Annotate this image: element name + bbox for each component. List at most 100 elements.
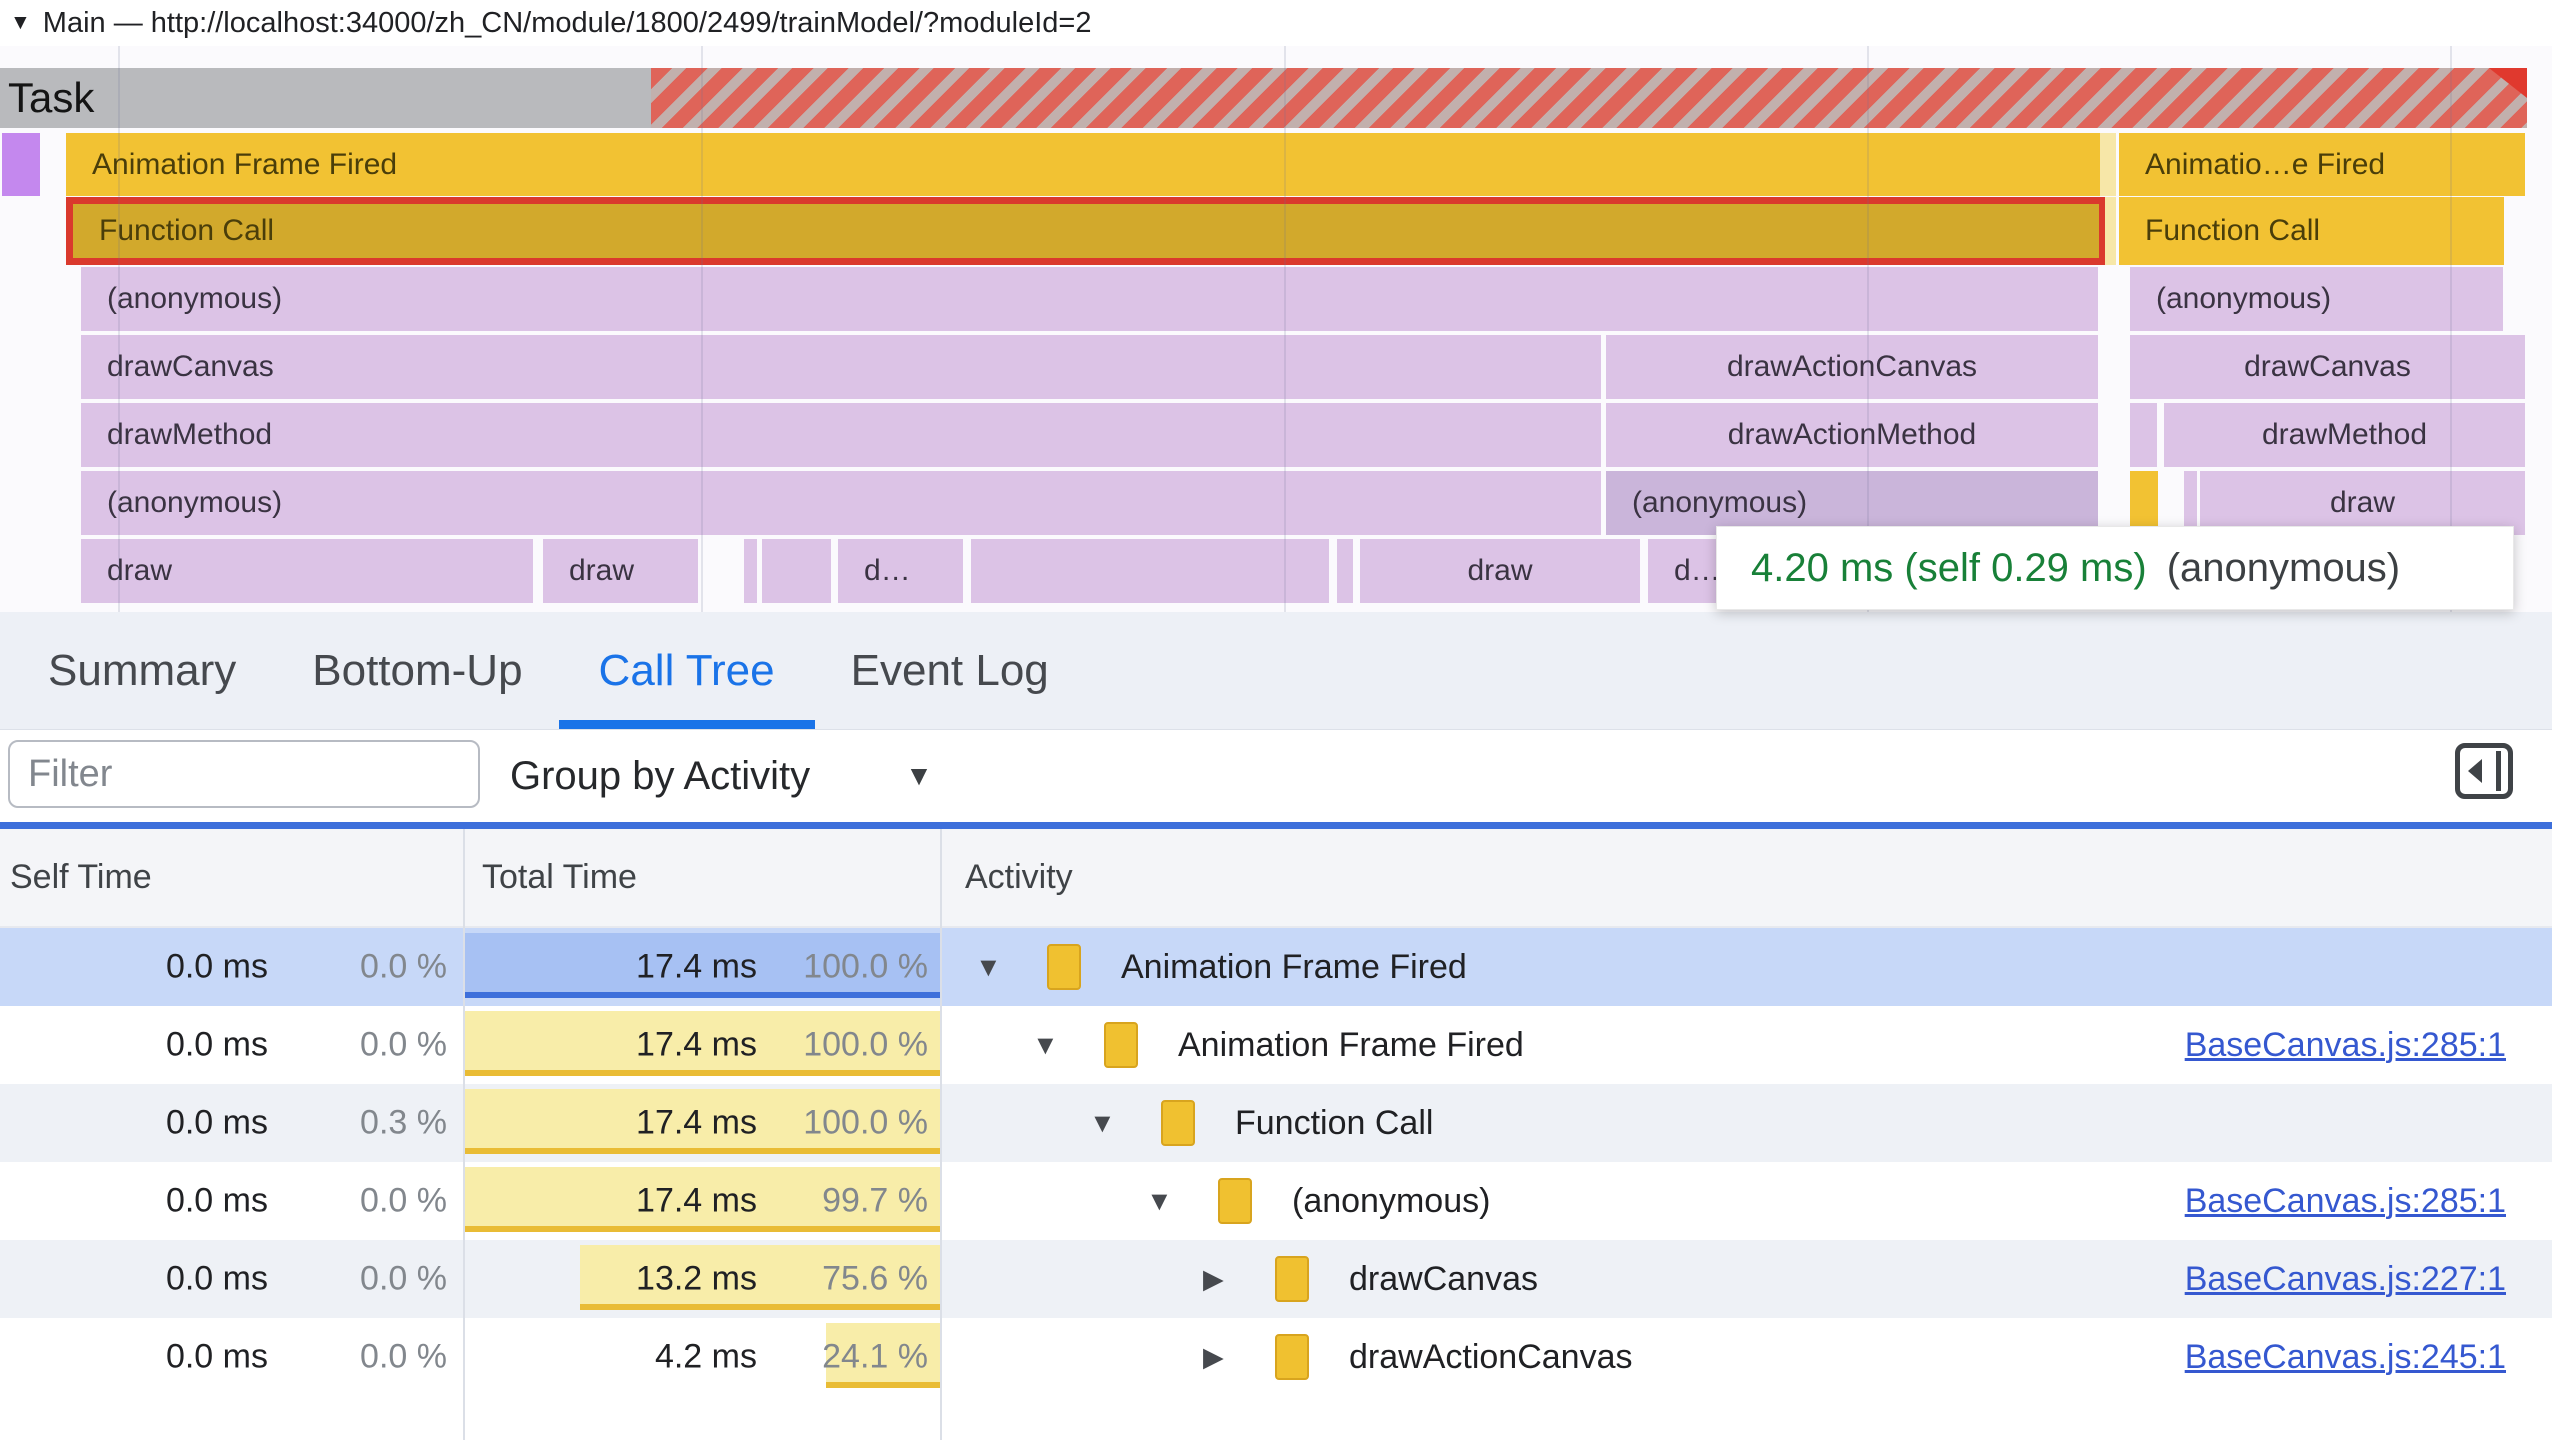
total-time-ms: 17.4 ms [636, 1026, 757, 1065]
time-grid-line [701, 46, 703, 612]
total-time-ms: 17.4 ms [636, 948, 757, 987]
calltree-row[interactable]: 0.0 ms0.0 %17.4 ms100.0 %▼Animation Fram… [0, 1006, 2552, 1084]
self-time-cell: 0.0 ms0.0 % [0, 1162, 464, 1240]
thread-title: Main — http://localhost:34000/zh_CN/modu… [43, 7, 1092, 40]
self-time-ms: 0.0 ms [166, 1260, 268, 1299]
flame-bar[interactable]: draw [543, 539, 698, 603]
flame-bar[interactable]: d… [838, 539, 963, 603]
self-time-pct: 0.0 % [360, 1026, 447, 1065]
flame-bar[interactable]: draw [81, 539, 533, 603]
self-time-ms: 0.0 ms [166, 1104, 268, 1143]
activity-name: Function Call [1235, 1104, 1433, 1143]
source-link[interactable]: BaseCanvas.js:227:1 [2185, 1260, 2506, 1299]
flame-bar[interactable]: drawActionCanvas [1606, 335, 2098, 399]
flame-bar[interactable]: Animation Frame Fired [66, 133, 2106, 196]
tab-event-log[interactable]: Event Log [819, 612, 1081, 729]
flame-chart[interactable]: Task Animation Frame FiredAnimatio…e Fir… [0, 46, 2552, 612]
flame-bar[interactable]: drawActionMethod [1606, 403, 2098, 467]
flame-bar[interactable]: drawMethod [2164, 403, 2525, 467]
activity-color-swatch [1275, 1256, 1309, 1302]
tab-summary[interactable]: Summary [16, 612, 268, 729]
flame-tooltip: 4.20 ms (self 0.29 ms) (anonymous) [1716, 526, 2514, 610]
tab-bottom-up[interactable]: Bottom-Up [280, 612, 554, 729]
flame-bar[interactable] [2100, 133, 2116, 196]
total-time-pct: 75.6 % [822, 1260, 928, 1299]
self-time-ms: 0.0 ms [166, 1026, 268, 1065]
column-divider[interactable] [940, 829, 942, 1440]
self-time-ms: 0.0 ms [166, 1338, 268, 1377]
flame-bar[interactable]: (anonymous) [81, 267, 2098, 331]
calltree-row[interactable]: 0.0 ms0.0 %4.2 ms24.1 %▶drawActionCanvas… [0, 1318, 2552, 1396]
disclosure-triangle-icon[interactable]: ▼ [10, 11, 31, 35]
flame-bar[interactable]: (anonymous) [2130, 267, 2503, 331]
grid-header: Self Time Total Time Activity [0, 829, 2552, 928]
group-by-dropdown[interactable]: Group by Activity ▼ [510, 730, 933, 822]
total-time-pct: 100.0 % [803, 1104, 928, 1143]
expander-icon[interactable]: ▼ [1146, 1186, 1218, 1217]
activity-name: drawCanvas [1349, 1260, 1538, 1299]
flame-bar[interactable]: (anonymous) [81, 471, 1601, 535]
activity-color-swatch [1104, 1022, 1138, 1068]
activity-name: Animation Frame Fired [1178, 1026, 1524, 1065]
total-time-pct: 99.7 % [822, 1182, 928, 1221]
long-task-marker-icon [2489, 68, 2527, 98]
self-time-cell: 0.0 ms0.0 % [0, 928, 464, 1006]
tab-call-tree[interactable]: Call Tree [567, 612, 807, 729]
flame-bar[interactable]: Function Call [66, 197, 2106, 265]
self-time-ms: 0.0 ms [166, 948, 268, 987]
expander-icon[interactable]: ▼ [1089, 1108, 1161, 1139]
flame-bar[interactable] [2130, 403, 2157, 467]
show-sidebar-button[interactable] [2455, 743, 2513, 799]
expander-icon[interactable]: ▼ [975, 952, 1047, 983]
group-by-label: Group by Activity [510, 754, 810, 799]
total-time-ms: 17.4 ms [636, 1104, 757, 1143]
total-time-cell: 13.2 ms 75.6 % [464, 1240, 941, 1318]
flame-bar[interactable] [2105, 197, 2116, 265]
self-time-pct: 0.0 % [360, 1182, 447, 1221]
activity-cell: ▼ Function Call [941, 1084, 2552, 1162]
self-time-cell: 0.0 ms 0.0 % [0, 1006, 464, 1084]
flame-bar[interactable] [744, 539, 757, 603]
column-divider[interactable] [463, 829, 465, 1440]
time-grid-line [118, 46, 120, 612]
activity-cell: ▶drawActionCanvasBaseCanvas.js:245:1 [941, 1318, 2552, 1396]
total-time-pct: 100.0 % [803, 948, 928, 987]
source-link[interactable]: BaseCanvas.js:285:1 [2185, 1182, 2506, 1221]
expander-icon[interactable]: ▶ [1203, 1342, 1275, 1373]
flame-bar[interactable]: drawCanvas [2130, 335, 2525, 399]
column-header-self-time[interactable]: Self Time [0, 858, 464, 897]
calltree-row[interactable]: 0.0 ms 0.3 % 17.4 ms 100.0 % ▼ Function Call [0, 1084, 2552, 1162]
expander-icon[interactable]: ▼ [1032, 1030, 1104, 1061]
flame-bar[interactable] [1337, 539, 1353, 603]
flame-bar[interactable]: drawMethod [81, 403, 1601, 467]
source-link[interactable]: BaseCanvas.js:245:1 [2185, 1338, 2506, 1377]
flame-bar[interactable] [762, 539, 831, 603]
calltree-row[interactable]: 0.0 ms 0.0 % 13.2 ms 75.6 % ▶ drawCanvas BaseC… [0, 1240, 2552, 1318]
self-time-cell: 0.0 ms 0.0 % [0, 1240, 464, 1318]
column-header-activity[interactable]: Activity [941, 858, 2552, 897]
column-header-total-time[interactable]: Total Time [464, 858, 941, 897]
flame-bar[interactable]: drawCanvas [81, 335, 1601, 399]
flame-bar[interactable] [2, 133, 40, 196]
activity-cell: ▼ Animation Frame Fired BaseCanvas.js:285:… [941, 1006, 2552, 1084]
flame-bar[interactable] [971, 539, 1329, 603]
thread-header: ▼ Main — http://localhost:34000/zh_CN/mo… [0, 0, 2552, 46]
total-time-ms: 13.2 ms [636, 1260, 757, 1299]
devtools-performance-panel: ▼ Main — http://localhost:34000/zh_CN/mo… [0, 0, 2552, 1440]
self-time-pct: 0.0 % [360, 1260, 447, 1299]
activity-name: (anonymous) [1292, 1182, 1490, 1221]
expander-icon[interactable]: ▶ [1203, 1264, 1275, 1295]
source-link[interactable]: BaseCanvas.js:285:1 [2185, 1026, 2506, 1065]
calltree-row[interactable]: 0.0 ms0.0 %17.4 ms100.0 %▼Animation Fram… [0, 928, 2552, 1006]
flame-bar[interactable]: Animatio…e Fired [2119, 133, 2525, 196]
grid-accent-border [0, 822, 2552, 829]
total-time-cell: 17.4 ms 100.0 % [464, 1084, 941, 1162]
filter-input[interactable] [8, 740, 480, 808]
self-time-pct: 0.0 % [360, 1338, 447, 1377]
self-time-pct: 0.3 % [360, 1104, 447, 1143]
flame-bar[interactable]: draw [1360, 539, 1640, 603]
dropdown-arrow-icon: ▼ [905, 760, 933, 792]
calltree-row[interactable]: 0.0 ms0.0 %17.4 ms99.7 %▼(anonymous)Base… [0, 1162, 2552, 1240]
flame-bar[interactable]: Function Call [2119, 197, 2504, 265]
self-time-cell: 0.0 ms 0.0 % [0, 1318, 464, 1396]
